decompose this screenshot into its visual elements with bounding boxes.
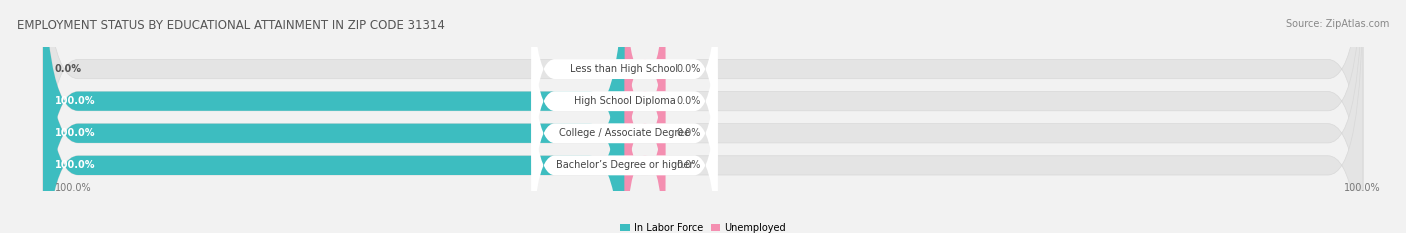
FancyBboxPatch shape [44,0,1362,233]
Text: College / Associate Degree: College / Associate Degree [560,128,690,138]
FancyBboxPatch shape [624,0,665,220]
Text: High School Diploma: High School Diploma [574,96,675,106]
FancyBboxPatch shape [44,0,1362,233]
Text: 0.0%: 0.0% [55,64,82,74]
Text: 100.0%: 100.0% [55,160,96,170]
FancyBboxPatch shape [44,0,1362,233]
Text: 100.0%: 100.0% [55,96,96,106]
FancyBboxPatch shape [44,0,624,233]
Text: 0.0%: 0.0% [676,160,702,170]
FancyBboxPatch shape [531,0,717,220]
Text: 0.0%: 0.0% [676,96,702,106]
FancyBboxPatch shape [624,14,665,233]
FancyBboxPatch shape [531,0,717,188]
Text: 100.0%: 100.0% [55,183,91,193]
Text: 100.0%: 100.0% [55,128,96,138]
FancyBboxPatch shape [531,47,717,233]
FancyBboxPatch shape [44,0,1362,233]
Text: Source: ZipAtlas.com: Source: ZipAtlas.com [1285,19,1389,29]
FancyBboxPatch shape [531,15,717,233]
Text: Bachelor’s Degree or higher: Bachelor’s Degree or higher [555,160,693,170]
FancyBboxPatch shape [44,0,624,233]
Text: 0.0%: 0.0% [676,64,702,74]
FancyBboxPatch shape [624,47,665,233]
FancyBboxPatch shape [624,0,665,188]
Text: EMPLOYMENT STATUS BY EDUCATIONAL ATTAINMENT IN ZIP CODE 31314: EMPLOYMENT STATUS BY EDUCATIONAL ATTAINM… [17,19,444,32]
Legend: In Labor Force, Unemployed: In Labor Force, Unemployed [616,219,790,233]
FancyBboxPatch shape [44,0,624,233]
Text: Less than High School: Less than High School [571,64,679,74]
Text: 0.0%: 0.0% [676,128,702,138]
Text: 100.0%: 100.0% [1344,183,1381,193]
